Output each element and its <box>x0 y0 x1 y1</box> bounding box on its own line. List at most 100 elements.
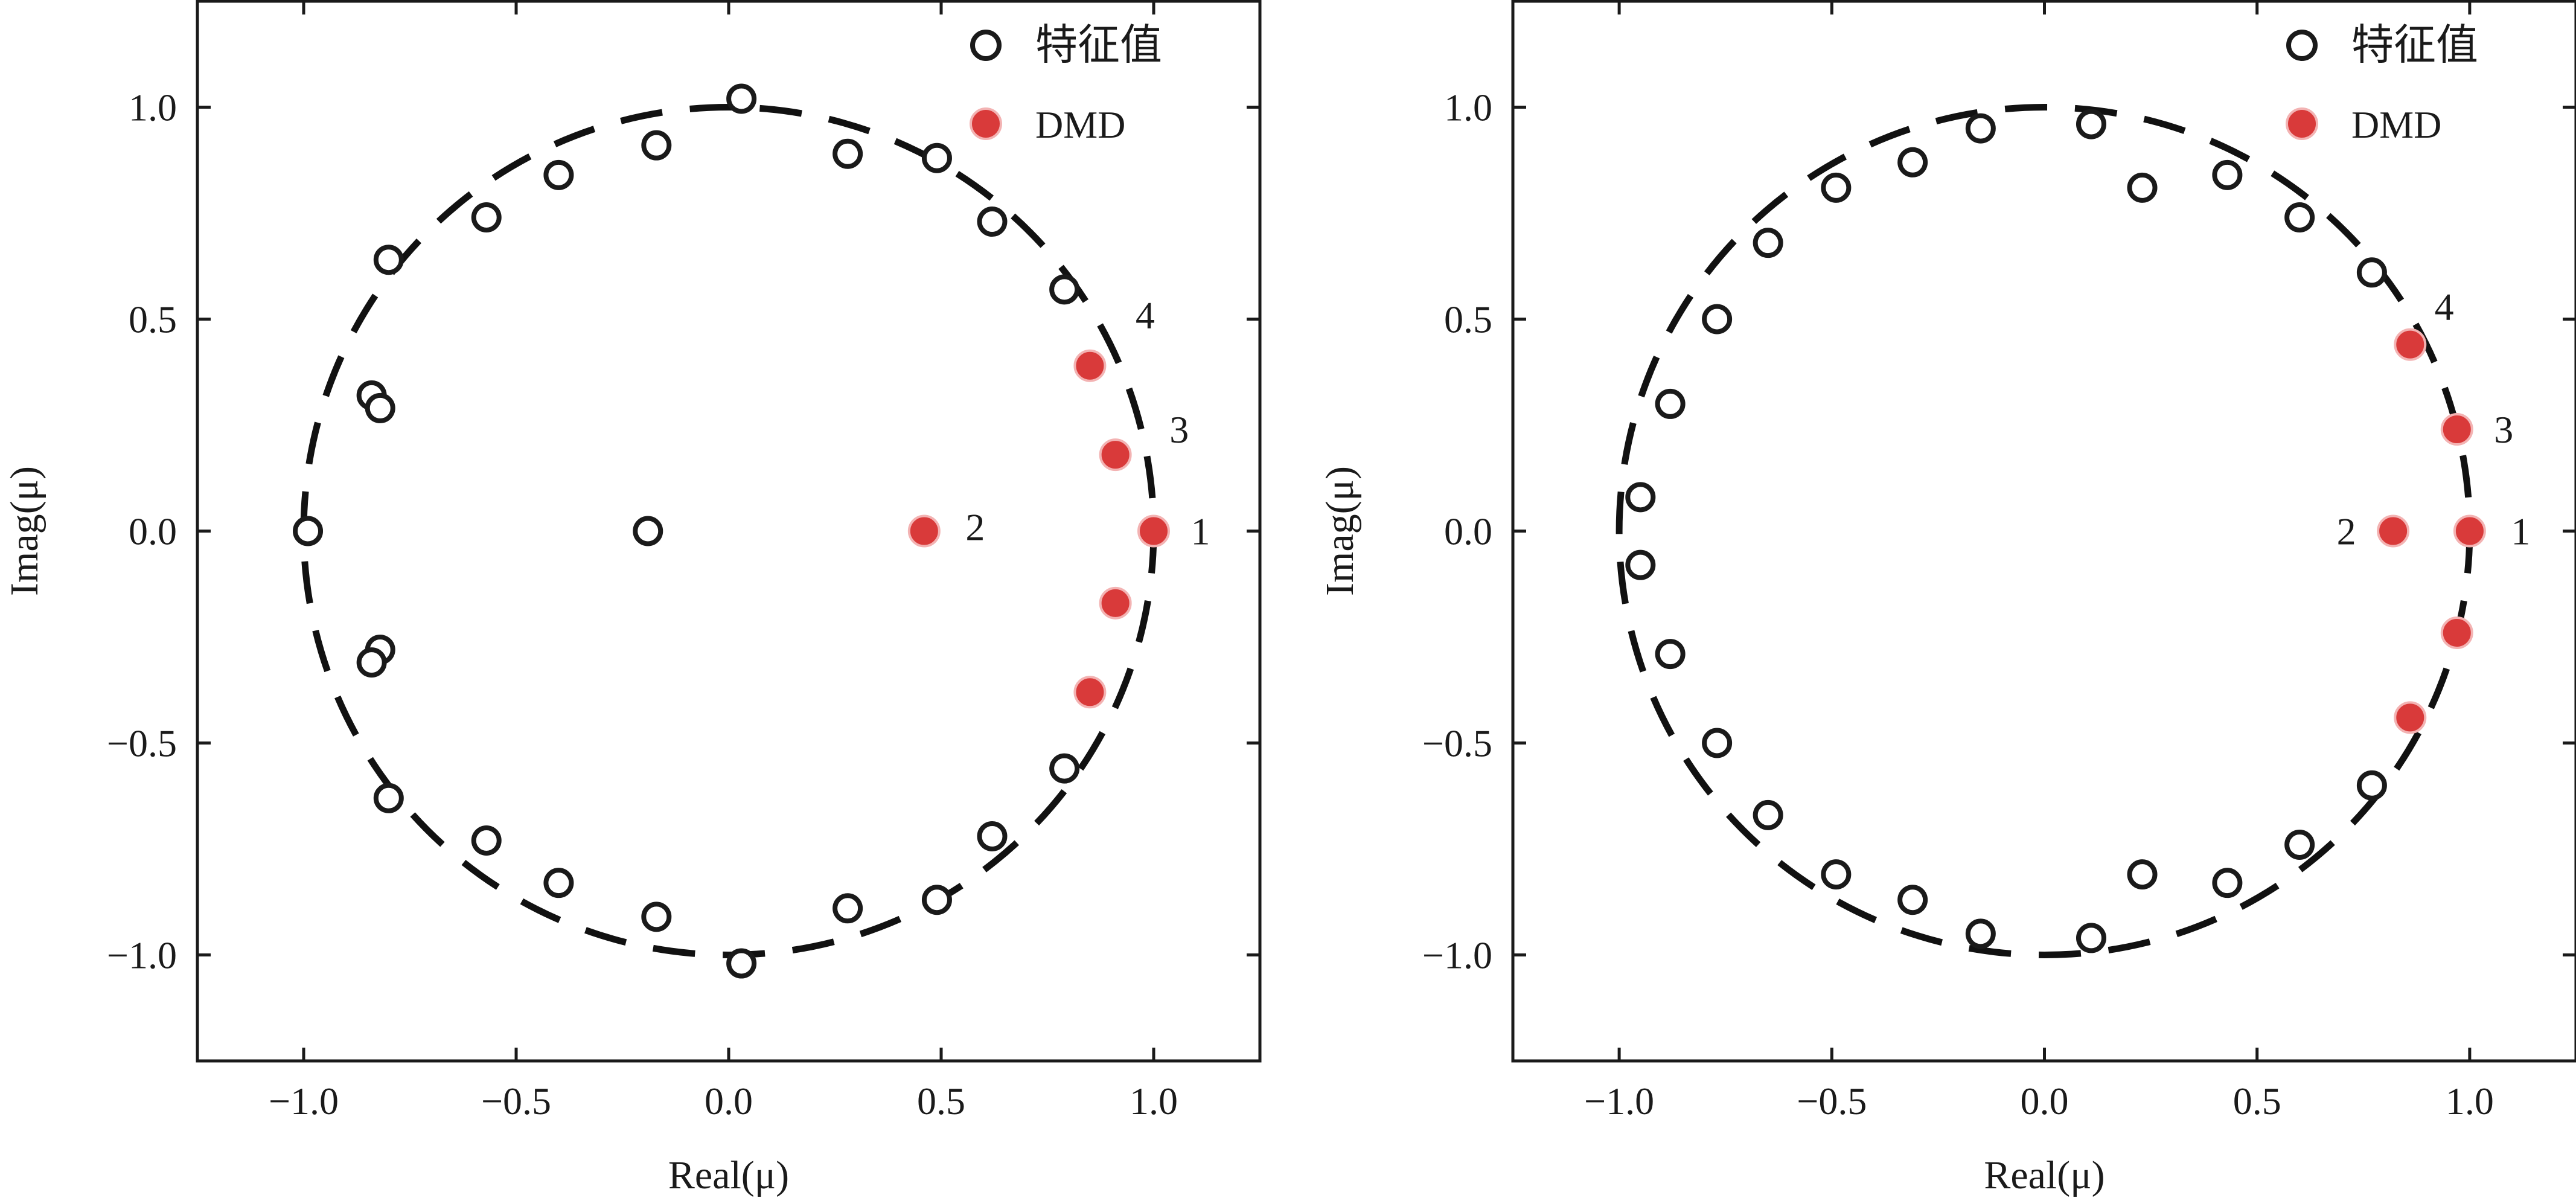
eigenvalue-point <box>726 948 757 979</box>
dmd-point <box>2394 701 2427 734</box>
x-tick-label: 0.0 <box>705 1080 753 1123</box>
eigenvalue-point <box>2127 859 2158 890</box>
eigenvalue-point <box>1702 304 1733 335</box>
eigenvalue-point <box>2356 257 2387 288</box>
eigenvalue-point <box>1655 639 1686 670</box>
legend-label-dmd: DMD <box>2351 103 2441 146</box>
dmd-point <box>2440 413 2473 446</box>
eigenvalue-point <box>2076 923 2106 953</box>
legend-label-dmd: DMD <box>1035 103 1125 146</box>
plot-frame <box>1511 0 2576 1063</box>
x-tick-label: 0.5 <box>917 1080 965 1123</box>
eigenvalue-point <box>471 202 502 233</box>
y-tick-label: −0.5 <box>1422 722 1492 765</box>
point-label: 2 <box>965 505 985 548</box>
y-tick-label: 0.0 <box>1444 510 1492 553</box>
eigenvalue-point <box>1965 113 1996 144</box>
eigenvalue-point <box>641 902 672 932</box>
point-label: 2 <box>2337 510 2356 553</box>
dmd-point <box>1099 438 1132 472</box>
point-label: 4 <box>2435 285 2454 328</box>
eigenvalue-point <box>1049 274 1080 305</box>
eigenvalue-point <box>1753 799 1783 830</box>
dmd-point <box>1099 586 1132 620</box>
x-tick-label: 1.0 <box>2446 1080 2494 1123</box>
eigenvalue-point <box>1753 228 1783 258</box>
eigenvalue-point <box>1655 388 1686 419</box>
dmd-point <box>1137 514 1170 548</box>
eigenvalue-point <box>1897 147 1928 178</box>
eigenvalue-point <box>2284 829 2315 860</box>
eigenvalue-point <box>2284 202 2315 233</box>
unit-circle <box>300 104 1157 958</box>
eigenvalue-point <box>2212 159 2243 190</box>
eigenvalue-point <box>977 207 1008 237</box>
chart-panel-2: −1.0 −0.5 0.0 0.5 1.0 −1.0 −0.5 0.0 0.5 1.0 Real(μ… <box>1318 0 2576 1197</box>
eigenvalue-point <box>543 868 574 898</box>
x-axis-title: Real(μ) <box>1984 1153 2105 1197</box>
y-tick-label: 1.0 <box>129 86 177 129</box>
eigenvalue-point <box>833 893 863 924</box>
legend-marker-eigenvalue <box>2286 30 2318 61</box>
eigenvalue-point <box>1702 728 1733 758</box>
eigenvalue-point <box>2356 770 2387 801</box>
dmd-point <box>1073 349 1107 382</box>
eigenvalue-point <box>1821 859 1852 890</box>
eigenvalue-point <box>921 143 952 173</box>
eigenvalue-point <box>365 392 395 423</box>
eigenvalue-point <box>1625 482 1656 513</box>
eigenvalue-point <box>471 825 502 856</box>
y-tick-label: 0.0 <box>129 510 177 553</box>
legend-marker-eigenvalue <box>970 30 1002 61</box>
y-tick-label: −0.5 <box>107 722 177 765</box>
eigenvalue-point <box>641 130 672 161</box>
legend-label-eigenvalue: 特征值 <box>1035 20 1162 69</box>
legend-label-eigenvalue: 特征值 <box>2351 20 2478 69</box>
x-tick-label: −1.0 <box>1584 1080 1654 1123</box>
y-tick-label: 0.5 <box>129 298 177 341</box>
point-label: 3 <box>1169 408 1189 451</box>
y-tick-label: −1.0 <box>1422 934 1492 977</box>
eigenvalue-point <box>1049 753 1080 784</box>
eigenvalue-point <box>921 885 952 915</box>
y-axis-title: Imag(μ) <box>1318 466 1362 596</box>
eigenvalue-point <box>1625 549 1656 580</box>
point-label: 1 <box>2511 510 2530 553</box>
eigenvalue-point <box>633 516 663 546</box>
dmd-point <box>2440 616 2473 649</box>
y-tick-label: −1.0 <box>107 934 177 977</box>
y-axis-title: Imag(μ) <box>2 466 46 596</box>
chart-panel-1: −1.0 −0.5 0.0 0.5 1.0 −1.0 −0.5 0.0 0.5 1.0 Real(μ… <box>2 0 1262 1197</box>
eigenvalue-point <box>1821 172 1852 203</box>
eigenvalue-point <box>1897 885 1928 915</box>
x-tick-label: 0.5 <box>2233 1080 2281 1123</box>
eigenvalue-point <box>2076 109 2106 139</box>
point-label: 4 <box>1136 293 1155 336</box>
eigenvalue-point <box>833 138 863 169</box>
legend-marker-dmd <box>970 107 1002 140</box>
x-tick-label: −0.5 <box>1797 1080 1867 1123</box>
dmd-point <box>907 514 941 548</box>
x-tick-label: −1.0 <box>269 1080 339 1123</box>
eigenvalue-point <box>1965 918 1996 949</box>
dmd-point <box>2453 514 2486 548</box>
legend-marker-dmd <box>2286 107 2318 140</box>
eigenvalue-point <box>2212 868 2243 898</box>
y-tick-label: 1.0 <box>1444 86 1492 129</box>
eigenvalue-point <box>2127 172 2158 203</box>
y-tick-label: 0.5 <box>1444 298 1492 341</box>
dmd-point <box>2394 328 2427 361</box>
eigenvalue-point <box>293 516 324 546</box>
eigenvalue-point <box>543 159 574 190</box>
eigenvalue-point <box>356 647 387 678</box>
point-label: 1 <box>1191 510 1210 553</box>
x-tick-label: −0.5 <box>481 1080 551 1123</box>
plot-frame <box>196 0 1262 1063</box>
eigenvalue-point <box>373 245 404 275</box>
x-tick-label: 1.0 <box>1130 1080 1178 1123</box>
eigenvalue-point <box>726 83 757 114</box>
dmd-point <box>1073 676 1107 709</box>
x-axis-title: Real(μ) <box>668 1153 789 1197</box>
dmd-point <box>2377 514 2410 548</box>
